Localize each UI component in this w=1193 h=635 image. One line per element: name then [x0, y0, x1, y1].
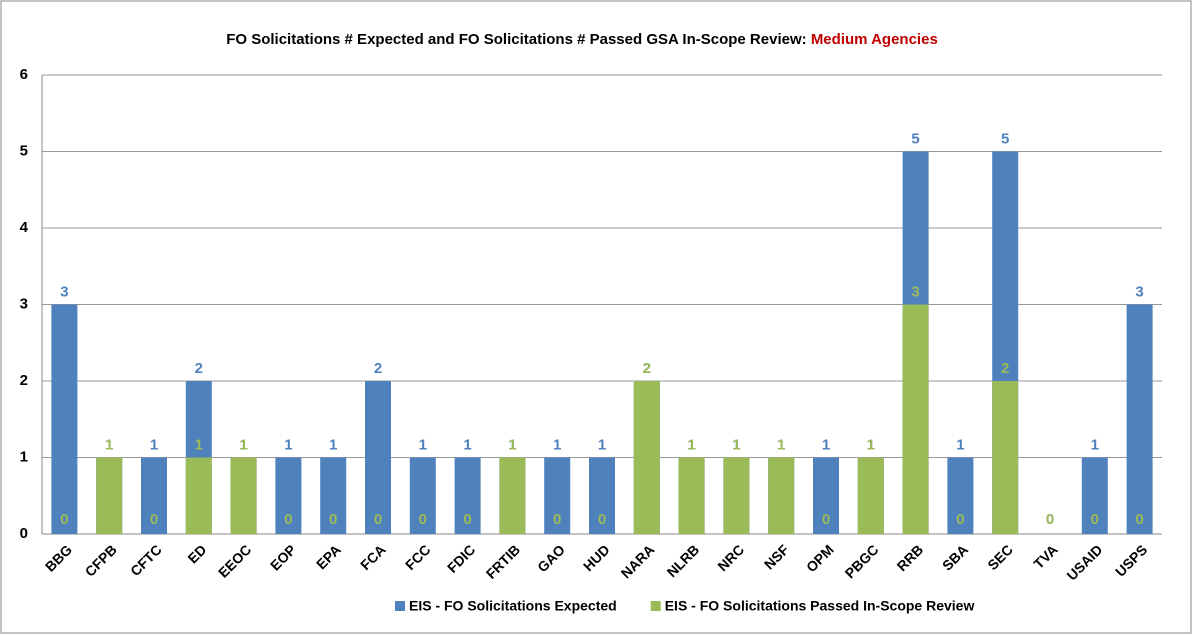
- data-label: 1: [867, 436, 875, 453]
- legend-swatch: [395, 601, 405, 611]
- bar: [813, 457, 839, 534]
- data-label: 1: [1091, 436, 1099, 453]
- bar: [96, 457, 123, 534]
- bar: [185, 457, 212, 534]
- data-label: 1: [284, 436, 292, 453]
- data-label: 0: [374, 511, 382, 528]
- bar: [589, 457, 615, 534]
- data-label: 0: [1046, 511, 1054, 528]
- bar: [51, 304, 78, 534]
- data-label: 0: [956, 511, 964, 528]
- legend-label: EIS - FO Solicitations Expected: [409, 598, 617, 614]
- legend-label: EIS - FO Solicitations Passed In-Scope R…: [665, 598, 975, 614]
- bar: [1081, 457, 1108, 534]
- data-label: 1: [463, 436, 471, 453]
- bar: [857, 457, 884, 534]
- data-label: 0: [284, 511, 292, 528]
- data-label: 0: [150, 511, 158, 528]
- y-tick-label: 4: [20, 219, 29, 236]
- bar: [633, 381, 660, 534]
- bar: [365, 381, 391, 534]
- data-label: 1: [239, 436, 247, 453]
- data-label: 1: [508, 436, 516, 453]
- data-label: 0: [419, 511, 427, 528]
- legend-swatch: [650, 601, 661, 611]
- data-label: 1: [553, 436, 561, 453]
- y-tick-label: 5: [20, 142, 28, 159]
- y-tick-label: 2: [20, 372, 28, 389]
- data-label: 0: [553, 511, 561, 528]
- data-label: 1: [822, 436, 830, 453]
- data-label: 1: [687, 436, 695, 453]
- data-label: 5: [911, 130, 919, 147]
- data-label: 1: [105, 436, 113, 453]
- data-label: 3: [1135, 283, 1143, 300]
- bar: [678, 457, 705, 534]
- data-label: 1: [867, 436, 875, 453]
- bar: [275, 457, 302, 534]
- bar: [409, 457, 436, 534]
- bar: [902, 304, 929, 534]
- data-label: 0: [329, 511, 337, 528]
- data-label: 0: [598, 511, 606, 528]
- data-label: 0: [1091, 511, 1099, 528]
- data-label: 3: [911, 283, 919, 300]
- bar: [1126, 304, 1153, 534]
- y-tick-label: 3: [20, 295, 28, 312]
- data-label: 2: [374, 360, 382, 377]
- bar: [320, 457, 347, 534]
- bar: [499, 457, 526, 534]
- y-tick-label: 1: [20, 448, 28, 465]
- bar: [947, 457, 974, 534]
- data-label: 2: [643, 360, 651, 377]
- data-label: 1: [508, 436, 516, 453]
- y-tick-label: 6: [20, 66, 28, 83]
- data-label: 1: [777, 436, 785, 453]
- data-label: 0: [822, 511, 830, 528]
- data-label: 1: [419, 436, 427, 453]
- data-label: 1: [105, 436, 113, 453]
- bar: [454, 457, 481, 534]
- data-label: 1: [777, 436, 785, 453]
- data-label: 2: [1001, 360, 1009, 377]
- bar: [544, 457, 571, 534]
- data-label: 1: [150, 436, 158, 453]
- bar: [141, 457, 167, 534]
- bar: [992, 381, 1019, 534]
- data-label: 0: [463, 511, 471, 528]
- data-label: 3: [60, 283, 68, 300]
- data-label: 2: [195, 360, 203, 377]
- data-label: 0: [1046, 511, 1054, 528]
- data-label: 0: [1135, 511, 1143, 528]
- data-label: 5: [1001, 130, 1009, 147]
- data-label: 1: [732, 436, 740, 453]
- data-label: 1: [329, 436, 337, 453]
- data-label: 1: [956, 436, 964, 453]
- data-label: 1: [687, 436, 695, 453]
- data-label: 1: [239, 436, 247, 453]
- data-label: 1: [195, 436, 203, 453]
- data-label: 0: [60, 511, 68, 528]
- title-highlight: Medium Agencies: [811, 31, 938, 48]
- bar: [768, 457, 795, 534]
- chart-title: FO Solicitations # Expected and FO Solic…: [226, 31, 938, 48]
- bar: [230, 457, 257, 534]
- bar: [723, 457, 750, 534]
- title-main: FO Solicitations # Expected and FO Solic…: [226, 31, 806, 48]
- data-label: 1: [732, 436, 740, 453]
- data-label: 2: [643, 360, 651, 377]
- data-label: 1: [598, 436, 606, 453]
- y-tick-label: 0: [20, 525, 28, 542]
